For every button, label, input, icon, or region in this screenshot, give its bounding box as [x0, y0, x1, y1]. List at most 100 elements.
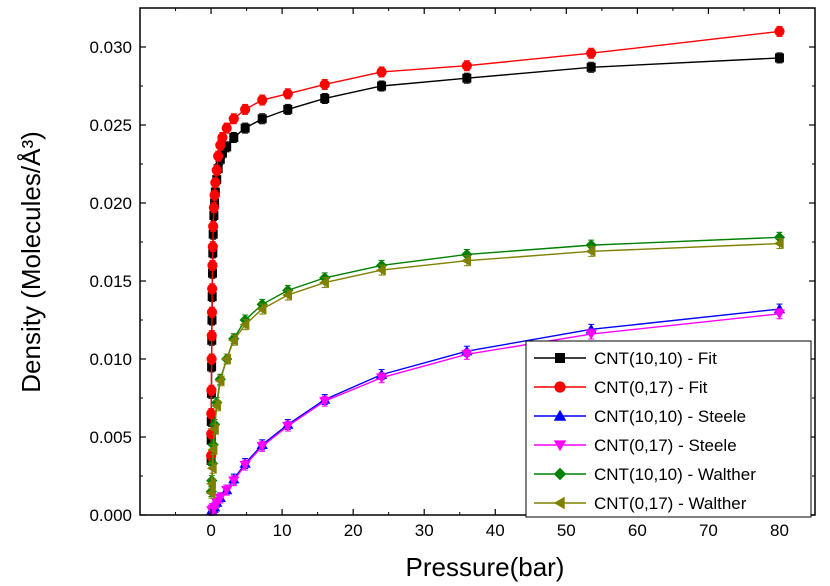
- data-point: [229, 132, 239, 142]
- y-tick-label: 0.010: [89, 350, 132, 369]
- data-point: [256, 442, 268, 452]
- data-point: [585, 329, 597, 340]
- data-point: [239, 319, 250, 331]
- data-point: [214, 493, 226, 504]
- data-point: [221, 485, 233, 496]
- data-point: [585, 245, 596, 257]
- x-tick-label: 20: [344, 521, 363, 540]
- x-tick-label: 40: [486, 521, 505, 540]
- data-point: [228, 334, 239, 346]
- data-point: [221, 353, 231, 365]
- x-tick-label: 50: [557, 521, 576, 540]
- data-point: [461, 350, 473, 360]
- data-point: [217, 132, 228, 143]
- data-point: [774, 53, 784, 63]
- x-tick-label: 60: [628, 521, 647, 540]
- data-point: [282, 289, 293, 301]
- legend-label: CNT(0,17) - Walther: [594, 494, 747, 513]
- legend-marker: [554, 381, 566, 393]
- data-point: [206, 353, 217, 365]
- legend-label: CNT(0,17) - Steele: [594, 436, 737, 455]
- data-point: [211, 165, 222, 176]
- data-point: [208, 423, 219, 435]
- data-point: [462, 73, 472, 83]
- data-point: [282, 88, 293, 99]
- series-layer: [205, 25, 786, 516]
- axis-layer: 0 10 20 30 40 50 60 70 80 0.000 0.005 0.010 0.015 0.0…: [89, 8, 816, 540]
- data-point: [319, 396, 331, 407]
- data-point: [228, 476, 240, 487]
- legend-box: [525, 340, 812, 518]
- series-3: [206, 308, 786, 516]
- data-point: [213, 151, 224, 162]
- data-point: [210, 177, 221, 188]
- data-point: [209, 190, 220, 201]
- x-tick-label: 80: [770, 521, 789, 540]
- y-tick-label: 0.000: [89, 506, 132, 525]
- data-point: [205, 487, 216, 499]
- data-point: [774, 26, 785, 37]
- x-tick-label: 70: [699, 521, 718, 540]
- data-point: [376, 66, 387, 78]
- legend-label: CNT(10,10) - Steele: [594, 407, 746, 426]
- legend-marker: [553, 467, 567, 481]
- data-point: [282, 421, 294, 432]
- data-point: [257, 114, 267, 124]
- data-point: [461, 60, 472, 71]
- data-point: [320, 93, 330, 103]
- y-tick-label: 0.005: [89, 428, 132, 447]
- data-point: [586, 48, 597, 59]
- legend-marker: [555, 353, 565, 363]
- plot-frame: [139, 7, 816, 516]
- data-point: [206, 478, 216, 490]
- data-point: [207, 443, 218, 456]
- data-point: [207, 283, 218, 294]
- legend-label: CNT(10,10) - Fit: [594, 349, 717, 368]
- data-point: [461, 255, 472, 267]
- data-point: [773, 237, 784, 250]
- data-point: [228, 113, 239, 124]
- data-point: [319, 276, 329, 289]
- data-point: [773, 309, 786, 320]
- legend-marker: [553, 440, 567, 452]
- data-point: [206, 385, 217, 396]
- legend-label: CNT(0,17) - Fit: [594, 378, 708, 397]
- data-point: [319, 79, 330, 90]
- data-point: [206, 307, 218, 318]
- data-point: [256, 303, 267, 315]
- series-1: [206, 25, 785, 462]
- data-point: [240, 123, 250, 133]
- data-point: [377, 81, 387, 91]
- data-point: [221, 123, 232, 134]
- y-tick-label: 0.030: [89, 38, 132, 57]
- data-point: [208, 221, 219, 232]
- series-5: [205, 237, 784, 499]
- data-point: [375, 264, 386, 276]
- data-point: [586, 62, 596, 72]
- x-axis-title: Pressure(bar): [406, 552, 565, 582]
- x-tick-label: 10: [273, 521, 292, 540]
- legend-marker: [553, 409, 567, 421]
- y-axis-title: Density (Molecules/Å³): [16, 131, 46, 393]
- legend: CNT(10,10) - Fit CNT(0,17) - Fit CNT(10,10…: [525, 340, 812, 518]
- data-point: [257, 94, 268, 106]
- data-point: [222, 142, 232, 152]
- data-point: [207, 260, 218, 271]
- x-tick-label: 0: [206, 521, 215, 540]
- legend-label: CNT(10,10) - Walther: [594, 465, 756, 484]
- data-point: [240, 104, 251, 115]
- data-point: [211, 400, 221, 412]
- legend-marker: [553, 496, 565, 510]
- data-point: [283, 104, 293, 114]
- x-tick-label: 30: [415, 521, 434, 540]
- data-point: [207, 241, 218, 252]
- series-line: [210, 30, 780, 456]
- data-point: [208, 202, 219, 213]
- data-point: [461, 248, 473, 261]
- data-point: [214, 375, 225, 387]
- data-point: [217, 148, 227, 158]
- data-point: [239, 460, 251, 471]
- data-point: [206, 462, 217, 474]
- data-point: [206, 330, 217, 341]
